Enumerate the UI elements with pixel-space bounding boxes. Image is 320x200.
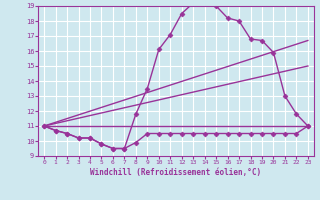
X-axis label: Windchill (Refroidissement éolien,°C): Windchill (Refroidissement éolien,°C): [91, 168, 261, 177]
